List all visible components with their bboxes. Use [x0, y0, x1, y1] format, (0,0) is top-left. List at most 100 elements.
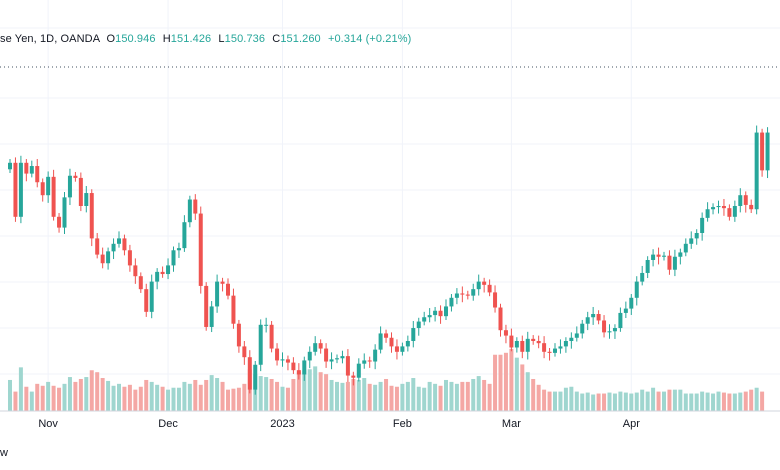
volume-bar [264, 377, 269, 411]
volume-bar [356, 379, 361, 411]
volume-bar [362, 378, 367, 411]
volume-bar [727, 393, 732, 411]
volume-bar [378, 381, 383, 411]
volume-bar [602, 393, 607, 411]
volume-bar [498, 354, 503, 411]
candle-down [51, 176, 56, 217]
candle-up [618, 312, 623, 329]
candle-up [700, 217, 705, 233]
candle-down [285, 359, 290, 363]
candle-down [438, 310, 443, 317]
time-axis-label: 2023 [270, 418, 294, 430]
volume-bar [171, 387, 176, 411]
volume-bar [35, 383, 40, 411]
candle-down [35, 166, 40, 183]
volume-bar [258, 376, 263, 411]
volume-bar [711, 393, 716, 411]
candle-up [209, 306, 214, 327]
volume-bar [40, 385, 45, 411]
volume-bar [416, 386, 421, 411]
volume-bar [367, 383, 372, 411]
candle-down [236, 323, 241, 347]
volume-bar [106, 380, 111, 411]
candle-down [231, 295, 236, 324]
symbol-label: se Yen, 1D, OANDA [0, 33, 101, 45]
candle-up [340, 356, 345, 359]
volume-bar [760, 391, 765, 411]
candle-up [585, 317, 590, 324]
candle-down [100, 254, 105, 264]
volume-bar [574, 391, 579, 411]
volume-bar [198, 384, 203, 411]
candle-up [678, 252, 683, 257]
candle-up [405, 341, 410, 347]
candle-down [73, 175, 78, 178]
candle-down [721, 206, 726, 209]
candlesticks [8, 125, 770, 395]
candle-up [46, 176, 51, 196]
volume-bar [444, 379, 448, 411]
volume-bar [117, 383, 121, 411]
candle-up [476, 281, 481, 290]
open-key: O [106, 33, 116, 45]
volume-bar [531, 378, 536, 411]
candle-up [427, 315, 432, 318]
volume-bar [133, 389, 138, 411]
volume-bar [176, 387, 181, 411]
volume-bar [525, 372, 530, 411]
candle-down [542, 343, 547, 352]
candle-up [400, 346, 405, 352]
volume-bar [373, 384, 378, 411]
candle-up [422, 317, 427, 322]
volume-bar [569, 386, 574, 411]
volume-bar [454, 383, 459, 411]
candle-down [520, 341, 525, 352]
candle-up [444, 306, 448, 317]
open-value: 150.946 [115, 33, 156, 45]
volume-bar [405, 381, 410, 411]
candle-down [57, 216, 62, 228]
candle-up [569, 337, 574, 341]
volume-bar [209, 375, 214, 411]
candle-down [324, 348, 329, 362]
candle-down [122, 238, 127, 251]
candle-down [247, 357, 252, 390]
candle-down [160, 271, 165, 275]
volume-bar [95, 372, 100, 411]
candle-up [378, 333, 383, 350]
volume-bar [307, 369, 312, 411]
volume-bar [242, 383, 247, 411]
candle-up [525, 338, 530, 352]
brand-fragment: w [0, 447, 8, 459]
candle-up [373, 349, 378, 362]
volume-bar [144, 379, 149, 411]
candle-down [602, 320, 607, 333]
volume-bar [705, 392, 710, 411]
volume-bar [236, 387, 241, 411]
low-key: L [218, 33, 225, 45]
candle-up [155, 271, 160, 282]
candle-up [187, 199, 192, 223]
candle-down [531, 338, 536, 341]
volume-bar [503, 352, 508, 411]
volume-bar [460, 381, 465, 411]
volume-bar [62, 383, 67, 411]
volume-bar [700, 391, 705, 411]
volume-bar [313, 366, 318, 411]
volume-bar [138, 386, 143, 411]
volume-bar [318, 372, 323, 411]
candle-up [356, 363, 361, 378]
candle-down [204, 285, 209, 327]
volume-bar [269, 378, 274, 411]
candle-up [67, 175, 72, 198]
volume-bar [29, 391, 34, 411]
volume-bar [329, 379, 334, 411]
candle-up [563, 341, 568, 347]
volume-bar [122, 386, 127, 411]
volume-bar [280, 386, 285, 411]
candle-down [220, 281, 225, 284]
volume-bar [345, 381, 350, 411]
time-axis: Nov Dec 2023 Feb Mar Apr [38, 418, 640, 430]
volume-bar [296, 372, 301, 411]
